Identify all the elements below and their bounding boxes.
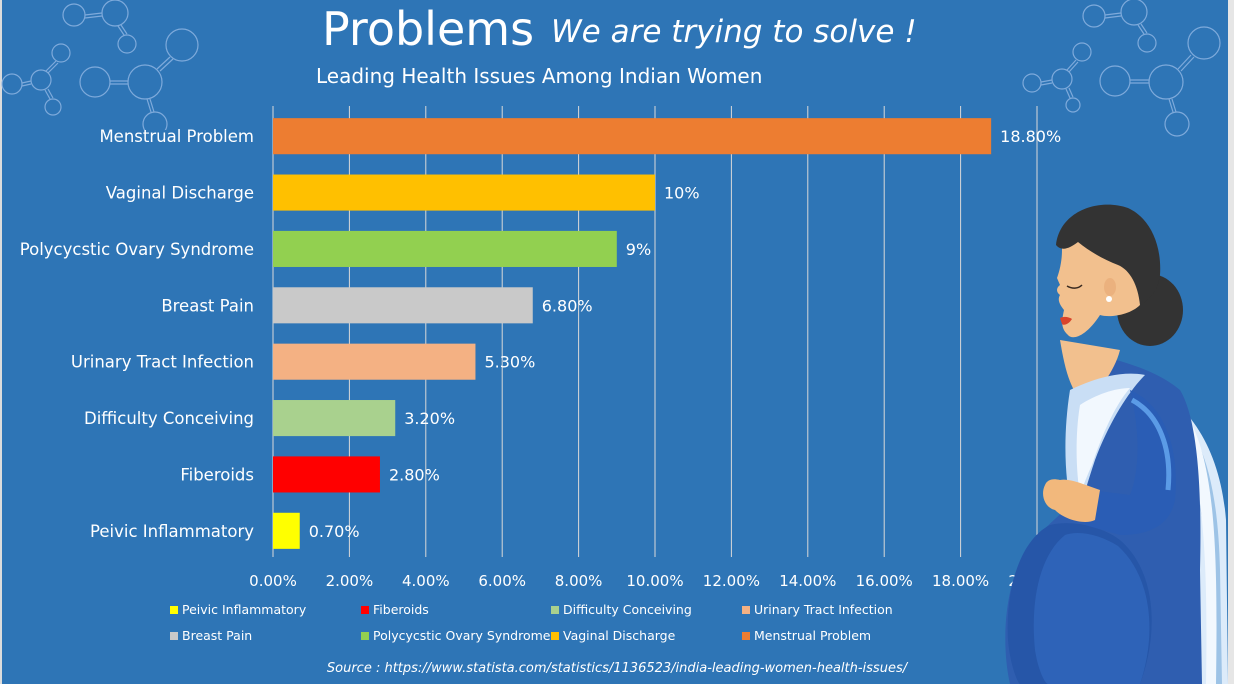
legend-swatch [742, 606, 750, 614]
x-tick-label: 12.00% [703, 572, 760, 590]
category-labels: Menstrual Problem Vaginal Discharge Polycy… [20, 127, 254, 541]
legend-swatch [361, 632, 369, 640]
source-citation: Source : https://www.statista.com/statis… [326, 661, 908, 676]
x-tick-label: 4.00% [402, 572, 450, 590]
category-label: Fiberoids [180, 465, 254, 484]
bar [273, 343, 476, 380]
data-labels: 18.80% 10% 9% 6.80% 5.30% 3.20% 2.80% 0.70% [309, 127, 1061, 541]
category-label: Difficulty Conceiving [84, 409, 254, 428]
category-label: Polycycstic Ovary Syndrome [20, 240, 254, 259]
bar [273, 512, 300, 549]
category-label: Menstrual Problem [99, 127, 254, 146]
category-label: Breast Pain [161, 296, 254, 315]
legend-swatch [551, 606, 559, 614]
molecule-icon [1022, 0, 1221, 137]
x-tick-label: 14.00% [779, 572, 836, 590]
x-axis-ticks: 0.00% 2.00% 4.00% 6.00% 8.00% 10.00% 12.00% 14.… [249, 572, 1065, 590]
page-tagline: We are trying to solve ! [551, 14, 917, 50]
data-label: 2.80% [389, 465, 440, 484]
x-tick-label: 8.00% [555, 572, 603, 590]
legend-label: Peivic Inflammatory [182, 602, 307, 617]
data-label: 3.20% [404, 409, 455, 428]
x-tick-label: 18.00% [932, 572, 989, 590]
bars [273, 118, 992, 549]
bar [273, 400, 396, 437]
legend-label: Vaginal Discharge [563, 628, 676, 643]
x-tick-label: 6.00% [478, 572, 526, 590]
legend-label: Difficulty Conceiving [563, 602, 692, 617]
x-tick-label: 2.00% [326, 572, 374, 590]
legend-label: Polycycstic Ovary Syndrome [373, 628, 551, 643]
bar [273, 456, 380, 493]
bar [273, 118, 992, 155]
data-label: 10% [664, 184, 700, 203]
window-edge [1228, 0, 1234, 684]
bar [273, 174, 655, 211]
legend-label: Menstrual Problem [754, 628, 871, 643]
data-label: 9% [626, 240, 651, 259]
legend-swatch [551, 632, 559, 640]
legend-label: Breast Pain [182, 628, 252, 643]
pregnant-woman-illustration [1005, 204, 1228, 684]
gridlines [272, 106, 1038, 557]
x-tick-label: 16.00% [856, 572, 913, 590]
page-title: Problems [322, 2, 535, 56]
x-tick-label: 0.00% [249, 572, 297, 590]
legend-swatch [170, 632, 178, 640]
chart-subtitle: Leading Health Issues Among Indian Women [316, 64, 763, 88]
bar [273, 287, 533, 324]
legend-swatch [742, 632, 750, 640]
legend-label: Fiberoids [373, 602, 429, 617]
molecule-icon [1, 0, 199, 130]
legend-label: Urinary Tract Infection [754, 602, 893, 617]
data-label: 6.80% [542, 296, 593, 315]
data-label: 0.70% [309, 522, 360, 541]
legend-swatch [170, 606, 178, 614]
legend: Peivic Inflammatory Fiberoids Difficulty C… [170, 602, 893, 643]
data-label: 5.30% [484, 353, 535, 372]
x-tick-label: 10.00% [626, 572, 683, 590]
category-label: Vaginal Discharge [106, 184, 254, 203]
bar [273, 230, 617, 267]
data-label: 18.80% [1000, 127, 1061, 146]
category-label: Peivic Inflammatory [90, 522, 254, 541]
legend-swatch [361, 606, 369, 614]
category-label: Urinary Tract Infection [71, 353, 254, 372]
